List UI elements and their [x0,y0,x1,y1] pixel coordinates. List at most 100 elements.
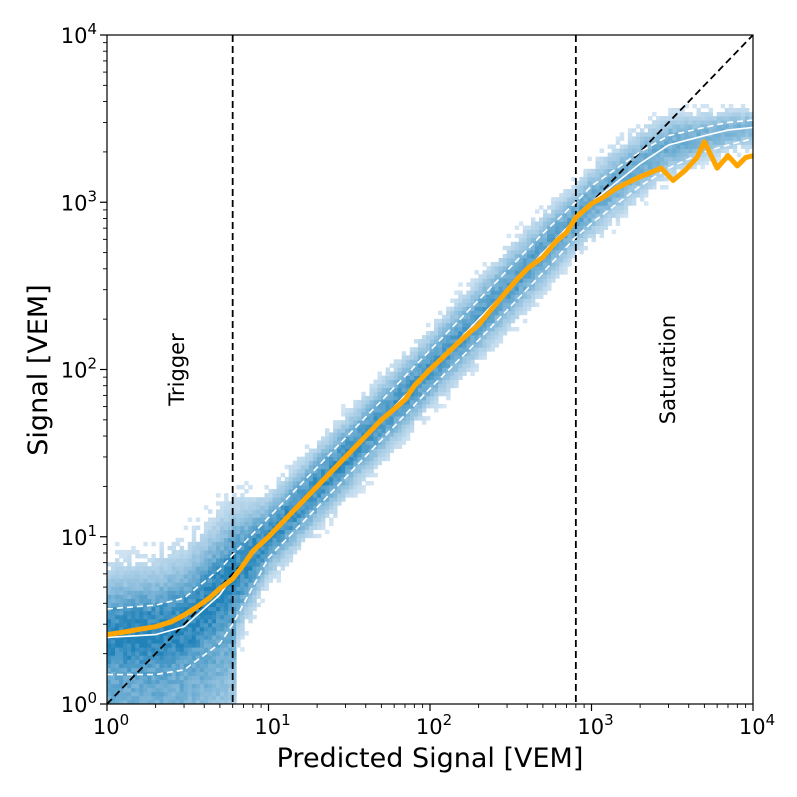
heatmap-bin [191,594,197,599]
heatmap-bin [155,667,160,672]
heatmap-bin [115,602,120,608]
heatmap-bin [240,553,245,559]
heatmap-bin [668,152,673,158]
heatmap-bin [248,501,253,506]
heatmap-bin [413,395,419,401]
heatmap-bin [199,626,205,632]
heatmap-bin [195,553,201,559]
heatmap-bin [228,570,233,575]
heatmap-bin [648,128,653,133]
heatmap-bin [143,541,148,547]
heatmap-bin [672,156,677,162]
heatmap-bin [474,310,479,316]
heatmap-bin [349,440,354,445]
heatmap-bin [207,671,213,677]
heatmap-bin [333,440,338,445]
heatmap-bin [341,412,346,417]
heatmap-bin [425,343,431,348]
heatmap-bin [123,549,128,555]
heatmap-bin [191,541,197,547]
heatmap-bin [232,549,237,555]
heatmap-bin [623,152,629,158]
heatmap-bin [167,671,172,677]
heatmap-bin [635,124,641,129]
heatmap-bin [337,476,342,482]
heatmap-bin [143,566,148,571]
heatmap-bin [203,590,209,595]
heatmap-bin [211,553,217,559]
heatmap-bin [232,639,237,644]
heatmap-bin [539,282,544,287]
heatmap-bin [276,505,282,510]
heatmap-bin [107,574,112,579]
heatmap-bin [139,553,144,559]
heatmap-bin [228,521,233,526]
heatmap-bin [175,594,181,599]
heatmap-bin [220,578,225,583]
heatmap-bin [240,570,245,575]
heatmap-bin [123,639,128,644]
heatmap-bin [159,618,164,624]
heatmap-bin [155,643,160,648]
heatmap-bin [199,675,205,681]
heatmap-bin [373,416,378,421]
heatmap-bin [470,278,475,283]
heatmap-bin [369,387,374,393]
heatmap-bin [514,249,520,255]
heatmap-bin [438,375,443,381]
heatmap-bin [199,590,205,595]
heatmap-bin [151,663,156,668]
heatmap-bin [377,460,382,466]
heatmap-bin [381,440,386,445]
heatmap-bin [288,533,294,539]
heatmap-bin [680,107,685,113]
heatmap-bin [478,274,483,279]
heatmap-bin [304,505,310,510]
heatmap-bin [175,570,181,575]
heatmap-bin [300,525,306,531]
heatmap-bin [377,403,382,409]
heatmap-bin [417,387,423,393]
heatmap-bin [244,590,249,595]
heatmap-bin [720,116,726,121]
heatmap-bin [660,176,665,182]
heatmap-bin [353,481,358,486]
heatmap-bin [393,375,399,381]
heatmap-bin [559,209,564,214]
heatmap-bin [167,610,172,616]
heatmap-bin [167,691,172,697]
heatmap-bin [300,537,306,543]
heatmap-bin [551,209,556,214]
heatmap-bin [260,586,265,591]
heatmap-bin [446,314,451,320]
heatmap-bin [385,416,391,421]
heatmap-bin [183,553,189,559]
heatmap-bin [381,379,386,385]
heatmap-bin [224,655,229,660]
heatmap-bin [171,671,177,677]
heatmap-bin [316,472,322,478]
heatmap-bin [680,140,685,145]
heatmap-bin [220,566,225,571]
heatmap-bin [692,144,697,149]
heatmap-bin [203,610,209,616]
heatmap-bin [260,578,265,583]
heatmap-bin [159,614,164,620]
heatmap-bin [599,148,605,153]
heatmap-bin [688,152,693,158]
heatmap-bin [232,497,237,502]
heatmap-bin [187,675,193,681]
heatmap-bin [639,140,645,145]
heatmap-bin [236,590,241,595]
heatmap-bin [389,436,395,441]
heatmap-bin [276,558,282,563]
heatmap-bin [127,699,132,704]
heatmap-bin [369,391,374,397]
heatmap-bin [506,278,512,283]
heatmap-bin [409,347,415,352]
heatmap-bin [167,695,172,701]
heatmap-bin [490,339,495,344]
heatmap-bin [571,176,576,182]
heatmap-bin [494,270,500,275]
heatmap-bin [195,695,201,701]
